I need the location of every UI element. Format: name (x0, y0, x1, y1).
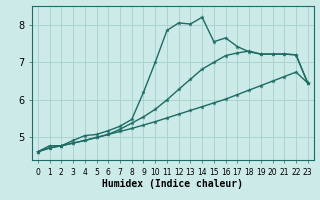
X-axis label: Humidex (Indice chaleur): Humidex (Indice chaleur) (102, 179, 243, 189)
